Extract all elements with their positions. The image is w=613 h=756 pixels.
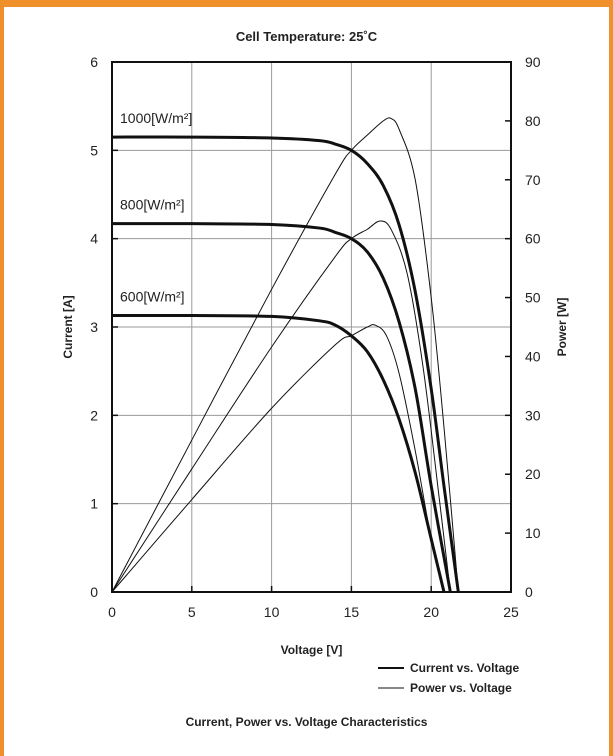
x-tick-label: 20 bbox=[423, 604, 439, 620]
current-curve bbox=[111, 313, 446, 593]
x-tick-label: 10 bbox=[264, 604, 280, 620]
y-left-tick-label: 3 bbox=[90, 319, 98, 335]
y-right-tick-label: 50 bbox=[525, 290, 541, 306]
y-left-tick-label: 5 bbox=[90, 142, 98, 158]
x-tick-label: 25 bbox=[503, 604, 519, 620]
y-right-tick-label: 10 bbox=[525, 525, 541, 541]
power-curve bbox=[111, 220, 451, 593]
y-left-tick-label: 4 bbox=[90, 231, 98, 247]
y-right-tick-label: 30 bbox=[525, 407, 541, 423]
power-curve bbox=[111, 324, 445, 593]
y-right-tick-label: 60 bbox=[525, 231, 541, 247]
y-left-tick-label: 2 bbox=[90, 407, 98, 423]
x-tick-label: 0 bbox=[108, 604, 116, 620]
legend-label: Power vs. Voltage bbox=[410, 681, 512, 695]
series-label: 600[W/m²] bbox=[120, 289, 185, 305]
x-tick-label: 5 bbox=[188, 604, 196, 620]
y-right-tick-label: 90 bbox=[525, 54, 541, 70]
series-label: 800[W/m²] bbox=[120, 197, 185, 213]
y-right-tick-label: 20 bbox=[525, 466, 541, 482]
power-curve bbox=[111, 117, 459, 593]
chart-svg: 0 5 10 15 20 2501234560102030405060708090Volt… bbox=[61, 54, 569, 695]
x-axis-label: Voltage [V] bbox=[281, 643, 343, 657]
series-label: 1000[W/m²] bbox=[120, 110, 192, 126]
chart-caption: Current, Power vs. Voltage Characteristi… bbox=[185, 715, 428, 729]
x-tick-label: 15 bbox=[344, 604, 360, 620]
legend-label: Current vs. Voltage bbox=[410, 661, 519, 675]
current-curve bbox=[111, 222, 452, 593]
y-left-tick-label: 0 bbox=[90, 584, 98, 600]
y-right-tick-label: 40 bbox=[525, 348, 541, 364]
y-right-tick-label: 70 bbox=[525, 172, 541, 188]
y-left-tick-label: 6 bbox=[90, 54, 98, 70]
y-left-tick-label: 1 bbox=[90, 496, 98, 512]
y-right-tick-label: 0 bbox=[525, 584, 533, 600]
y-right-axis-label: Power [W] bbox=[555, 298, 569, 357]
current-curve bbox=[111, 135, 460, 593]
y-right-tick-label: 80 bbox=[525, 113, 541, 129]
y-left-axis-label: Current [A] bbox=[61, 295, 75, 358]
chart-title: Cell Temperature: 25˚C bbox=[235, 29, 378, 44]
